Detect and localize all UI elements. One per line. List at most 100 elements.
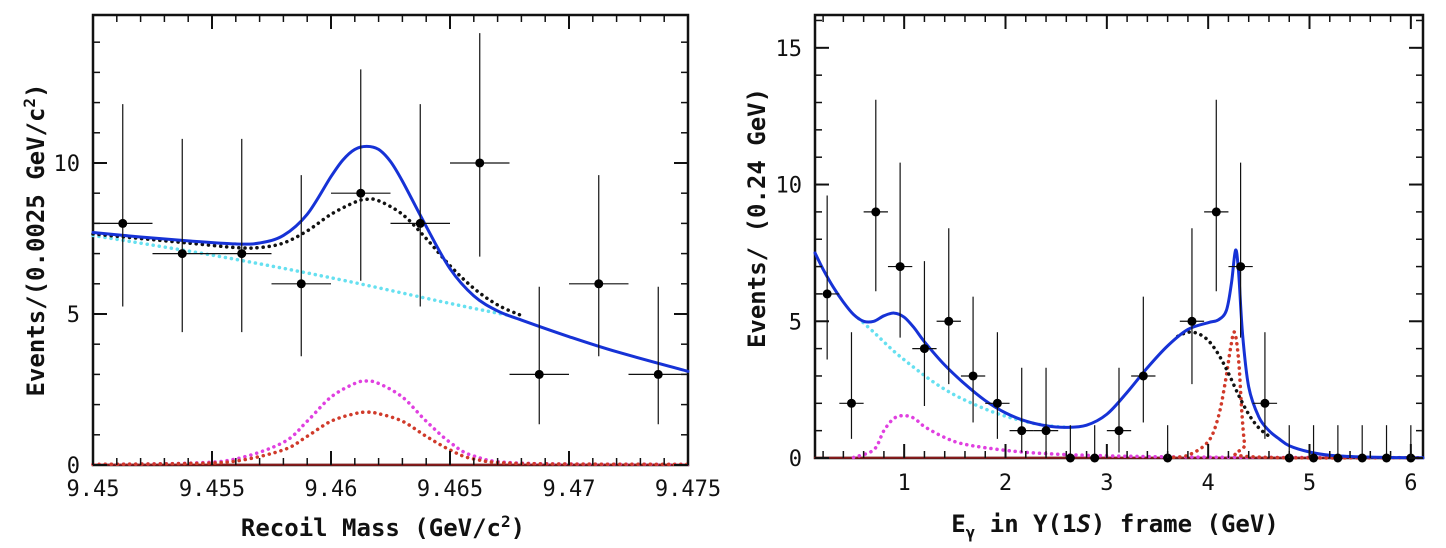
left-points bbox=[93, 33, 688, 425]
data-point bbox=[1131, 296, 1156, 423]
right-tick-labels: 1 2 3 4 5 6 0 5 10 15 bbox=[776, 37, 1418, 496]
data-marker bbox=[1138, 371, 1148, 381]
data-marker bbox=[1333, 453, 1343, 463]
data-point bbox=[628, 286, 688, 425]
data-marker bbox=[1065, 453, 1075, 463]
data-point bbox=[1065, 425, 1075, 463]
data-marker bbox=[356, 188, 366, 198]
y-tick-label: 0 bbox=[789, 447, 802, 472]
x-tick-label: 1 bbox=[898, 471, 911, 496]
y-tick-label: 0 bbox=[67, 454, 80, 479]
x-tick-label: 9.465 bbox=[417, 477, 483, 502]
right-x-axis-title: Eγ in Υ(1S) frame (GeV) bbox=[951, 510, 1279, 542]
data-point bbox=[152, 138, 212, 333]
y-tick-label: 5 bbox=[789, 310, 802, 335]
curve-peaking-component bbox=[1165, 330, 1423, 460]
curve-total-fit bbox=[91, 144, 690, 373]
curve-peaking-background bbox=[1176, 330, 1271, 438]
data-marker bbox=[895, 262, 905, 272]
data-point bbox=[1333, 425, 1343, 463]
x-tick-label: 9.45 bbox=[67, 477, 120, 502]
right-curves bbox=[813, 248, 1425, 460]
data-marker bbox=[1090, 453, 1100, 463]
data-marker bbox=[296, 279, 306, 289]
data-point bbox=[887, 162, 913, 338]
data-point bbox=[93, 104, 153, 307]
data-marker bbox=[1382, 453, 1392, 463]
data-marker bbox=[1236, 262, 1246, 272]
data-marker bbox=[871, 207, 881, 217]
y-tick-label: 10 bbox=[776, 174, 803, 199]
curve-signal-component bbox=[851, 413, 1423, 460]
data-point bbox=[569, 175, 629, 357]
data-marker bbox=[415, 218, 425, 228]
left-y-axis-title: Events/(0.0025 GeV/c2) bbox=[20, 83, 50, 396]
data-marker bbox=[1017, 426, 1027, 436]
data-marker bbox=[237, 249, 247, 259]
x-tick-label: 5 bbox=[1303, 471, 1316, 496]
right-panel: 1 2 3 4 5 6 0 5 10 15 Eγ in Υ(1S) frame (GeV) Eve… bbox=[743, 13, 1425, 542]
left-x-axis-title: Recoil Mass (GeV/c2) bbox=[241, 512, 525, 542]
data-marker bbox=[919, 344, 929, 354]
data-point bbox=[1090, 425, 1100, 463]
data-marker bbox=[594, 279, 604, 289]
data-marker bbox=[822, 289, 832, 299]
x-tick-label: 9.47 bbox=[543, 477, 596, 502]
data-point bbox=[960, 296, 986, 423]
data-point bbox=[1179, 228, 1205, 385]
data-marker bbox=[1260, 398, 1270, 408]
left-panel: 9.45 9.455 9.46 9.465 9.47 9.475 0 5 10 Recoil M… bbox=[20, 13, 722, 542]
data-point bbox=[863, 99, 888, 292]
curve-continuum-background bbox=[91, 233, 512, 318]
data-marker bbox=[846, 398, 856, 408]
x-tick-label: 3 bbox=[1100, 471, 1113, 496]
data-marker bbox=[1211, 207, 1221, 217]
data-point bbox=[912, 261, 937, 407]
data-point bbox=[1309, 425, 1319, 463]
x-tick-label: 2 bbox=[999, 471, 1012, 496]
data-point bbox=[936, 228, 961, 385]
curve-peaking-background bbox=[91, 197, 524, 318]
right-points bbox=[815, 99, 1416, 463]
data-point bbox=[1357, 425, 1367, 463]
data-point bbox=[1228, 162, 1253, 338]
data-point bbox=[271, 175, 331, 357]
data-marker bbox=[177, 249, 187, 259]
data-marker bbox=[118, 218, 128, 228]
data-marker bbox=[653, 369, 663, 379]
y-tick-label: 15 bbox=[776, 37, 803, 62]
data-point bbox=[331, 69, 391, 281]
data-point bbox=[509, 286, 569, 425]
data-point bbox=[450, 33, 510, 257]
right-ticks bbox=[815, 15, 1423, 459]
data-point bbox=[1204, 99, 1229, 292]
data-point bbox=[1009, 367, 1034, 453]
y-tick-label: 5 bbox=[67, 303, 80, 328]
curve-continuum-background bbox=[856, 316, 1074, 430]
data-marker bbox=[1309, 453, 1319, 463]
data-marker bbox=[1041, 426, 1051, 436]
data-marker bbox=[992, 398, 1002, 408]
x-tick-label: 4 bbox=[1202, 471, 1215, 496]
data-marker bbox=[1357, 453, 1367, 463]
data-point bbox=[1106, 367, 1132, 453]
data-point bbox=[1033, 367, 1059, 453]
data-point bbox=[839, 332, 864, 439]
curve-total-fit bbox=[813, 248, 1425, 460]
data-point bbox=[1382, 425, 1392, 463]
data-marker bbox=[968, 371, 978, 381]
data-point bbox=[212, 138, 272, 333]
x-tick-label: 6 bbox=[1404, 471, 1417, 496]
left-tick-labels: 9.45 9.455 9.46 9.465 9.47 9.475 0 5 10 bbox=[54, 152, 722, 502]
curve-signal-component bbox=[91, 379, 690, 467]
left-curves bbox=[91, 144, 690, 467]
data-marker bbox=[1187, 316, 1197, 326]
x-tick-label: 9.455 bbox=[179, 477, 245, 502]
y-tick-label: 10 bbox=[54, 152, 81, 177]
data-marker bbox=[1114, 426, 1124, 436]
data-marker bbox=[475, 158, 485, 168]
right-y-axis-title: Events/ (0.24 GeV) bbox=[743, 88, 771, 348]
left-ticks bbox=[92, 15, 689, 466]
x-tick-label: 9.46 bbox=[305, 477, 358, 502]
